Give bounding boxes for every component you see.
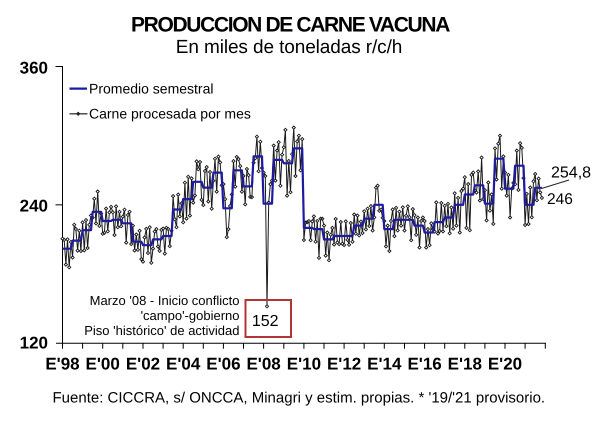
svg-text:120: 120 (20, 334, 48, 353)
svg-text:Marzo '08 - Inicio conflicto: Marzo '08 - Inicio conflicto (90, 293, 240, 308)
svg-text:254,8: 254,8 (551, 164, 591, 181)
svg-text:E'08: E'08 (246, 354, 280, 373)
svg-text:E'14: E'14 (367, 354, 402, 373)
svg-text:'campo'-gobierno: 'campo'-gobierno (141, 308, 240, 323)
svg-text:E'18: E'18 (448, 354, 482, 373)
svg-text:Promedio semestral: Promedio semestral (89, 81, 214, 97)
svg-text:152: 152 (252, 313, 279, 330)
svg-text:E'12: E'12 (327, 354, 361, 373)
svg-text:E'02: E'02 (126, 354, 160, 373)
svg-text:Fuente: CICCRA, s/ ONCCA, Mina: Fuente: CICCRA, s/ ONCCA, Minagri y esti… (53, 389, 546, 406)
svg-text:Piso 'histórico' de actividad: Piso 'histórico' de actividad (84, 323, 239, 338)
svg-text:E'10: E'10 (287, 354, 321, 373)
svg-text:PRODUCCION DE CARNE VACUNA: PRODUCCION DE CARNE VACUNA (131, 14, 450, 37)
svg-text:E'98: E'98 (45, 354, 79, 373)
svg-text:E'00: E'00 (86, 354, 120, 373)
svg-text:E'04: E'04 (166, 354, 201, 373)
svg-text:360: 360 (20, 59, 48, 78)
svg-text:E'20: E'20 (488, 354, 522, 373)
svg-text:240: 240 (20, 197, 48, 216)
svg-text:246: 246 (547, 191, 573, 208)
svg-text:E'06: E'06 (206, 354, 240, 373)
svg-text:En miles de toneladas r/c/h: En miles de toneladas r/c/h (176, 37, 402, 58)
svg-text:Carne procesada por mes: Carne procesada por mes (89, 106, 251, 122)
svg-text:E'16: E'16 (407, 354, 441, 373)
